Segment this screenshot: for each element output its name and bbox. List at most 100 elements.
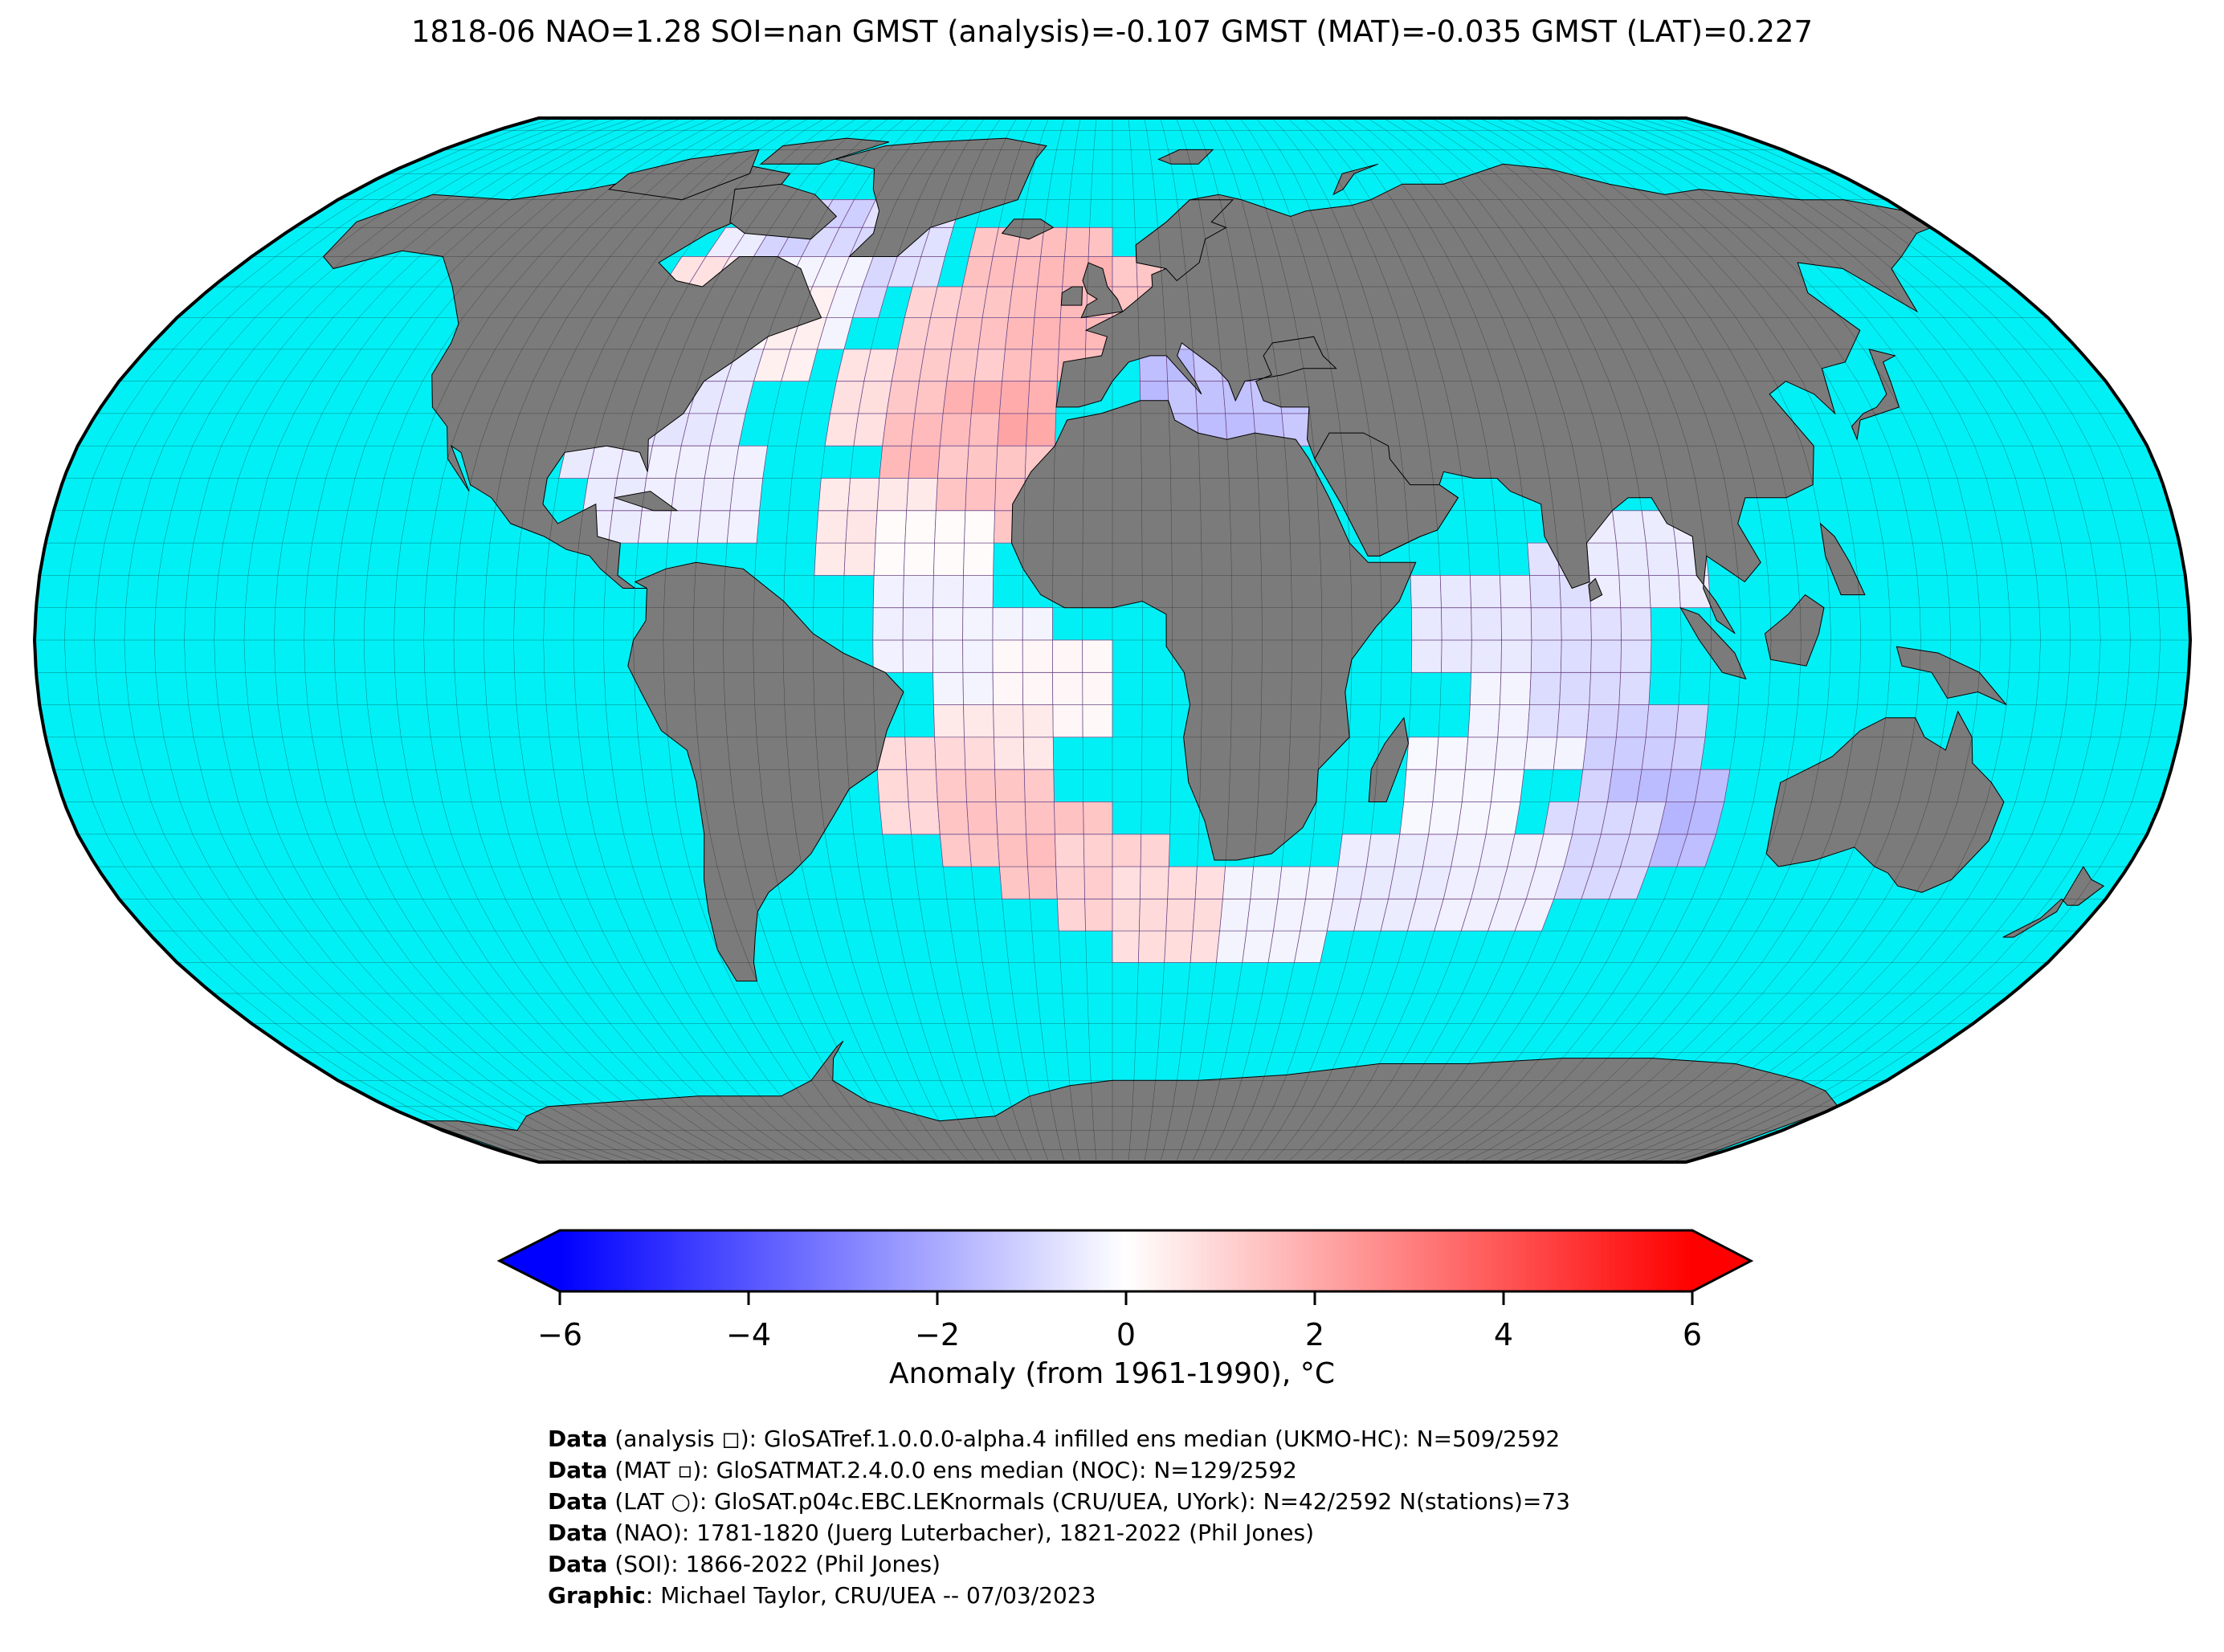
colorbar-tick-label: −4 xyxy=(725,1317,772,1352)
credit-line: Data (MAT ▫): GloSATMAT.2.4.0.0 ens medi… xyxy=(548,1454,1570,1486)
landmass-ellesmere xyxy=(759,137,890,165)
colorbar-tick-label: 2 xyxy=(1304,1317,1325,1352)
landmass-australia xyxy=(1765,710,2005,893)
meridian xyxy=(782,118,937,1162)
meridian xyxy=(633,118,858,1162)
landmass-british-isles xyxy=(1080,262,1124,319)
landmass-scandinavia-fill xyxy=(1135,199,1234,282)
meridian xyxy=(1052,118,1081,1162)
colorbar-ticks xyxy=(558,1291,1694,1305)
meridian xyxy=(663,118,874,1162)
meridian xyxy=(483,118,778,1162)
colorbar-gradient xyxy=(560,1230,1692,1291)
meridian xyxy=(1287,118,1443,1162)
meridian xyxy=(1574,118,1981,1162)
meridian xyxy=(1510,118,1862,1162)
meridian xyxy=(1207,118,1292,1162)
meridian xyxy=(184,118,619,1162)
meridian xyxy=(513,118,794,1162)
meridian xyxy=(1351,118,1562,1162)
anomaly-cell xyxy=(1535,834,1573,867)
meridian xyxy=(363,118,715,1162)
meridian xyxy=(692,118,890,1162)
meridian xyxy=(214,118,635,1162)
meridian xyxy=(1191,118,1263,1162)
landmass-uk-baffin xyxy=(729,183,838,240)
credit-line: Data (analysis ◻): GloSATref.1.0.0.0-alp… xyxy=(548,1423,1570,1454)
meridian xyxy=(1638,118,2101,1162)
credit-key: Data xyxy=(548,1519,608,1546)
meridian xyxy=(1590,118,2011,1162)
landmass-japan xyxy=(1851,349,1900,441)
anomaly-cell xyxy=(1022,704,1054,738)
landmass-philippines xyxy=(1819,522,1866,596)
credit-line: Graphic: Michael Taylor, CRU/UEA -- 07/0… xyxy=(548,1580,1570,1611)
meridian xyxy=(153,118,603,1162)
meridian xyxy=(453,118,762,1162)
meridian xyxy=(1303,118,1472,1162)
meridian xyxy=(1383,118,1622,1162)
meridian xyxy=(1176,118,1233,1162)
anomaly-cell xyxy=(733,445,769,479)
credit-key: Data xyxy=(548,1426,608,1452)
landmass-africa xyxy=(1010,400,1417,861)
colorbar-tick-label: 6 xyxy=(1682,1317,1703,1352)
credit-text: (analysis ◻): GloSATref.1.0.0.0-alpha.4 … xyxy=(607,1426,1561,1452)
meridian xyxy=(1335,118,1532,1162)
meridian xyxy=(1526,118,1891,1162)
meridian xyxy=(1606,118,2041,1162)
meridian xyxy=(843,118,969,1162)
landmass-new-zealand xyxy=(2002,866,2105,938)
credit-key: Data xyxy=(548,1551,608,1577)
meridian xyxy=(1160,118,1203,1162)
globe-outline xyxy=(32,116,2193,1164)
meridian xyxy=(962,118,1034,1162)
landmass-greenland xyxy=(835,137,1047,257)
land-layer xyxy=(322,137,2105,1162)
meridian xyxy=(94,118,571,1162)
meridian xyxy=(1319,118,1502,1162)
meridian xyxy=(1463,118,1772,1162)
meridian xyxy=(243,118,651,1162)
landmass-north-america xyxy=(322,163,822,589)
credit-line: Data (SOI): 1866-2022 (Phil Jones) xyxy=(548,1548,1570,1580)
credit-text: (NAO): 1781-1820 (Juerg Luterbacher), 18… xyxy=(607,1519,1315,1546)
colorbar-tick-label: −2 xyxy=(914,1317,961,1352)
graticule xyxy=(35,118,2190,1162)
meridian xyxy=(1430,118,1712,1162)
meridian xyxy=(1670,118,2161,1162)
meridian xyxy=(1479,118,1802,1162)
landmass-eurasia xyxy=(1055,163,1932,634)
anomaly-cell xyxy=(1027,381,1058,414)
credit-text: (SOI): 1866-2022 (Phil Jones) xyxy=(607,1551,941,1577)
anomaly-cell xyxy=(1629,802,1667,835)
meridian xyxy=(543,118,810,1162)
meridian xyxy=(1367,118,1592,1162)
credit-key: Data xyxy=(548,1457,608,1483)
meridian xyxy=(1128,118,1143,1162)
landmass-arctic-islands xyxy=(608,149,760,201)
meridian xyxy=(1223,118,1323,1162)
landmass-sumatra xyxy=(1679,606,1747,680)
meridian xyxy=(1495,118,1831,1162)
meridian xyxy=(872,118,985,1162)
credit-line: Data (LAT ○): GloSAT.p04c.EBC.LEKnormals… xyxy=(548,1486,1570,1517)
meridian xyxy=(423,118,746,1162)
meridian xyxy=(902,118,1002,1162)
credit-text: : Michael Taylor, CRU/UEA -- 07/03/2023 xyxy=(645,1582,1096,1609)
meridian xyxy=(1255,118,1382,1162)
meridian xyxy=(1542,118,1921,1162)
meridian xyxy=(1398,118,1652,1162)
meridian xyxy=(64,118,555,1162)
colorbar-extend-max-arrow xyxy=(1692,1230,1751,1291)
meridian xyxy=(992,118,1049,1162)
anomaly-cell xyxy=(1694,769,1731,802)
anomaly-cell xyxy=(1675,704,1709,738)
meridian xyxy=(124,118,587,1162)
landmass-new-guinea xyxy=(1896,646,2007,706)
meridian xyxy=(1271,118,1413,1162)
meridian xyxy=(603,118,842,1162)
meridian xyxy=(812,118,953,1162)
map-title: 1818-06 NAO=1.28 SOI=nan GMST (analysis)… xyxy=(410,14,1814,49)
